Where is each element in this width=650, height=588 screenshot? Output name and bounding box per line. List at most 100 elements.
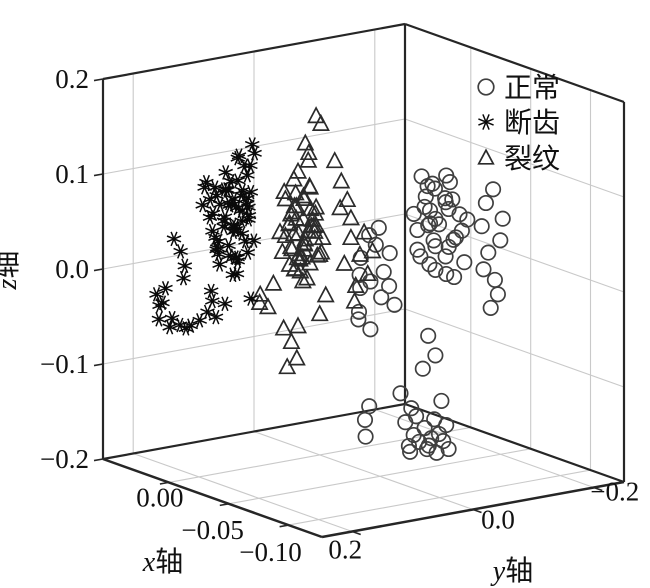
scatter-point-asterisk xyxy=(247,146,262,161)
scatter-point-asterisk xyxy=(212,197,228,212)
legend-label: 断齿 xyxy=(504,107,560,139)
scatter-point-circle xyxy=(356,411,374,428)
scatter-point-asterisk xyxy=(235,183,250,198)
scatter-point-circle xyxy=(482,299,499,316)
scatter-point-triangle xyxy=(296,133,315,151)
x-tick-label: 0.00 xyxy=(136,482,183,512)
scatter-point-asterisk xyxy=(240,245,256,260)
legend-label: 正常 xyxy=(504,72,560,104)
scatter-point-asterisk xyxy=(212,257,227,272)
scatter-point-asterisk xyxy=(158,281,173,296)
z-axis-title: z轴 xyxy=(0,251,23,291)
scatter-point-asterisk xyxy=(221,238,236,253)
scatter-point-triangle xyxy=(306,203,325,221)
scatter-point-asterisk xyxy=(246,233,262,248)
scatter-point-asterisk xyxy=(226,224,241,240)
scatter-point-asterisk xyxy=(239,197,254,212)
scatter-point-asterisk xyxy=(234,226,250,241)
scatter-point-asterisk xyxy=(202,191,218,207)
scatter-point-asterisk xyxy=(164,310,180,326)
scatter-point-asterisk xyxy=(226,191,242,207)
scatter-point-asterisk xyxy=(177,258,193,274)
grid-line-y-floor xyxy=(253,430,474,511)
scatter-point-circle xyxy=(421,256,438,273)
scatter-point-asterisk xyxy=(219,182,235,197)
scatter-point-circle xyxy=(362,321,379,338)
scatter-point-asterisk xyxy=(216,219,232,234)
grid-line-y-floor xyxy=(133,452,353,533)
scatter-point-circle xyxy=(420,327,437,344)
scatter-point-triangle xyxy=(290,244,309,262)
scatter-point-triangle xyxy=(250,292,269,310)
scatter-point-asterisk xyxy=(205,293,220,309)
scatter-point-circle xyxy=(438,417,455,434)
scatter-point-circle xyxy=(350,311,367,328)
scatter-point-asterisk xyxy=(162,319,177,335)
scatter-point-circle xyxy=(381,278,398,295)
scatter-point-triangle xyxy=(316,285,335,303)
scatter-point-circle xyxy=(373,289,390,306)
scatter-point-triangle xyxy=(293,271,312,289)
scatter-point-circle xyxy=(485,181,502,198)
scatter-point-asterisk xyxy=(244,137,260,152)
scatter-point-triangle xyxy=(310,304,329,322)
scatter-point-triangle xyxy=(331,198,350,216)
scatter-point-circle xyxy=(494,210,511,227)
scatter-point-triangle xyxy=(280,213,299,231)
scatter-point-circle xyxy=(427,347,444,364)
scatter-point-asterisk xyxy=(208,230,223,245)
scatter-point-asterisk xyxy=(218,165,233,180)
scatter-point-asterisk xyxy=(151,311,167,327)
scatter-point-triangle xyxy=(285,258,305,276)
scatter-point-circle xyxy=(386,296,403,313)
y-tick-mark xyxy=(472,508,482,514)
scatter-point-asterisk xyxy=(230,250,245,266)
scatter-point-asterisk xyxy=(209,242,224,258)
scatter-point-asterisk xyxy=(223,174,239,189)
scatter-point-asterisk xyxy=(230,150,246,166)
x-tick-label: −0.05 xyxy=(181,515,243,545)
z-tick-label: −0.2 xyxy=(40,444,89,474)
scatter-point-circle xyxy=(370,219,387,236)
scatter-point-circle xyxy=(473,218,490,235)
scatter-point-asterisk xyxy=(209,188,224,203)
scatter-point-triangle xyxy=(299,143,318,161)
grid-line-x-floor xyxy=(228,448,531,505)
scatter-point-asterisk xyxy=(178,321,194,336)
scatter-point-triangle xyxy=(282,239,302,257)
scatter-point-circle xyxy=(446,268,463,286)
z-tick-mark xyxy=(93,78,104,82)
y-tick-mark xyxy=(593,486,603,492)
scatter-point-triangle xyxy=(363,241,382,259)
scatter-point-asterisk xyxy=(233,203,249,219)
scatter-point-triangle xyxy=(274,318,293,336)
scatter-point-asterisk xyxy=(240,167,255,183)
scatter-point-circle xyxy=(412,248,429,265)
scatter-point-triangle xyxy=(325,151,344,169)
scatter-point-triangle xyxy=(264,273,283,291)
scatter-point-asterisk xyxy=(243,158,258,173)
scatter-point-circle xyxy=(405,205,422,222)
scatter-point-asterisk xyxy=(176,270,191,286)
z-tick-label: 0.0 xyxy=(55,254,89,284)
scatter-point-triangle xyxy=(276,225,295,244)
scatter-point-triangle xyxy=(332,171,351,189)
scatter-point-triangle xyxy=(297,268,317,286)
scatter-point-asterisk xyxy=(155,295,170,311)
x-tick-mark xyxy=(279,524,289,528)
scatter-point-circle xyxy=(421,202,439,219)
scatter-point-triangle xyxy=(307,197,326,215)
scatter-point-triangle xyxy=(477,148,495,165)
scatter-point-asterisk xyxy=(172,317,188,333)
scatter-point-triangle xyxy=(346,275,365,293)
scatter-point-triangle xyxy=(350,244,370,262)
scatter-point-triangle xyxy=(286,183,305,201)
scatter-point-circle xyxy=(409,221,426,239)
scatter-point-circle xyxy=(447,229,464,246)
scatter-point-triangle xyxy=(307,106,326,124)
scatter-point-triangle xyxy=(275,181,294,199)
grid-line-z-rightwall xyxy=(404,308,625,388)
scatter-point-circle xyxy=(357,428,374,445)
scatter-point-asterisk xyxy=(238,233,253,249)
scatter-point-circle xyxy=(403,400,420,417)
